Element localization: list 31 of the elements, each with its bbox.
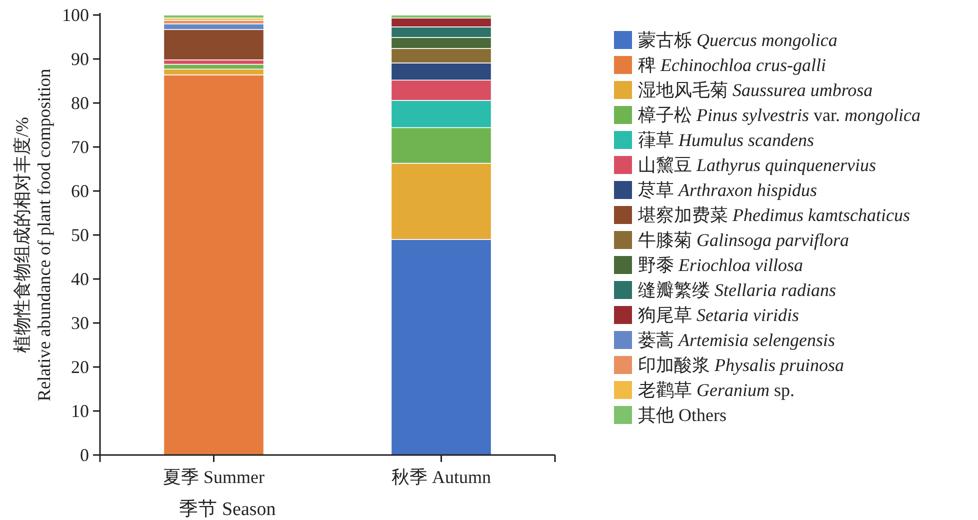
legend-label: 樟子松 Pinus sylvestris var. mongolica (637, 105, 921, 125)
y-tick-label: 0 (80, 445, 89, 465)
legend-label: 牛膝菊 Galinsoga parviflora (638, 230, 850, 250)
legend-label: 湿地风毛菊 Saussurea umbrosa (638, 80, 873, 100)
legend-label: 缝瓣繁缕 Stellaria radians (638, 280, 836, 300)
legend-label: 堪察加费菜 Phedimus kamtschaticus (637, 205, 910, 225)
legend-label: 稗 Echinochloa crus-galli (638, 55, 826, 75)
x-tick-label: 夏季 Summer (163, 467, 264, 487)
x-axis-title: 季节 Season (179, 499, 276, 520)
y-tick-label: 90 (71, 49, 89, 69)
y-tick-label: 50 (71, 225, 89, 245)
legend-label: 野黍 Eriochloa villosa (638, 255, 803, 275)
y-tick-label: 20 (71, 357, 89, 377)
legend-label: 老鹳草 Geranium sp. (638, 380, 795, 400)
y-tick-label: 60 (71, 181, 89, 201)
y-tick-label: 100 (62, 5, 89, 25)
y-tick-label: 80 (71, 93, 89, 113)
y-tick-label: 40 (71, 269, 89, 289)
legend-label: 荩草 Arthraxon hispidus (638, 180, 818, 200)
legend-label: 蒙古栎 Quercus mongolica (638, 30, 838, 50)
legend-label: 蒌蒿 Artemisia selengensis (638, 330, 835, 350)
y-tick-label: 10 (71, 401, 89, 421)
legend-label: 山黧豆 Lathyrus quinquenervius (638, 155, 876, 175)
legend-label: 葎草 Humulus scandens (638, 130, 814, 150)
y-tick-label: 30 (71, 313, 89, 333)
x-tick-label: 秋季 Autumn (391, 467, 492, 487)
y-axis-title: 植物性食物组成的相对丰度/% Relative abundance of plant food composition (12, 68, 54, 402)
legend-label: 狗尾草 Setaria viridis (638, 305, 800, 325)
legend-label: 印加酸浆 Physalis pruinosa (638, 355, 844, 375)
y-tick-label: 70 (71, 137, 89, 157)
legend-label: 其他 Others (638, 405, 726, 425)
